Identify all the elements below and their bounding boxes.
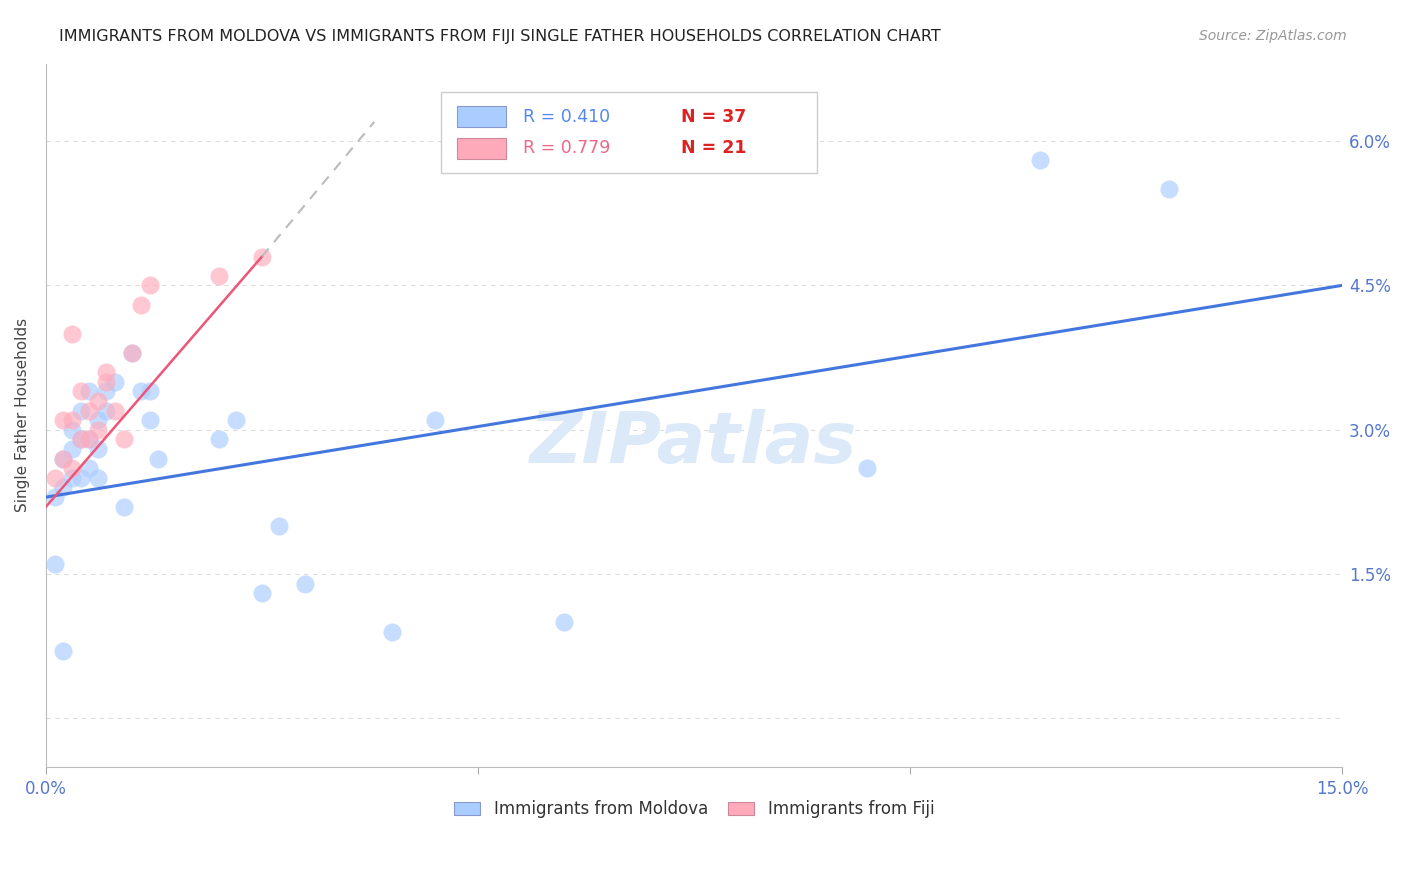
Bar [457,138,506,159]
Point [129,384,152,399]
Point [87,442,110,456]
Point [138,384,160,399]
Point [104,403,127,417]
FancyBboxPatch shape [441,92,817,173]
Bar [457,106,506,128]
Legend: Immigrants from Moldova, Immigrants from Fiji: Immigrants from Moldova, Immigrants from… [447,794,941,825]
Point [60,442,83,456]
Point [423,413,446,427]
Point [77,433,100,447]
Point [121,345,143,359]
Point [250,586,273,600]
Point [856,461,879,475]
Point [44,471,66,485]
Point [44,558,66,572]
Text: R = 0.410: R = 0.410 [523,108,610,126]
Point [1028,153,1050,168]
Point [104,375,127,389]
Point [96,375,118,389]
Point [87,471,110,485]
Point [1159,182,1181,196]
Point [69,433,91,447]
Point [60,423,83,437]
Point [69,403,91,417]
Point [121,345,143,359]
Point [269,519,291,533]
Point [60,461,83,475]
Point [44,490,66,504]
Point [96,403,118,417]
Point [112,500,135,514]
Point [77,384,100,399]
Point [381,624,404,639]
Point [294,576,316,591]
Point [52,451,75,466]
Point [52,481,75,495]
Text: N = 37: N = 37 [681,108,747,126]
Point [138,278,160,293]
Point [208,268,231,283]
Point [138,413,160,427]
Point [77,403,100,417]
Point [96,365,118,379]
Point [77,461,100,475]
Point [112,433,135,447]
Point [69,384,91,399]
Text: IMMIGRANTS FROM MOLDOVA VS IMMIGRANTS FROM FIJI SINGLE FATHER HOUSEHOLDS CORRELA: IMMIGRANTS FROM MOLDOVA VS IMMIGRANTS FR… [59,29,941,44]
Point [52,413,75,427]
Point [60,471,83,485]
Point [52,451,75,466]
Point [208,433,231,447]
Y-axis label: Single Father Households: Single Father Households [15,318,30,512]
Point [225,413,247,427]
Point [250,250,273,264]
Text: Source: ZipAtlas.com: Source: ZipAtlas.com [1199,29,1347,43]
Point [87,413,110,427]
Text: N = 21: N = 21 [681,139,747,157]
Point [69,433,91,447]
Text: R = 0.779: R = 0.779 [523,139,610,157]
Point [77,433,100,447]
Point [553,615,575,630]
Point [96,384,118,399]
Point [52,644,75,658]
Point [60,413,83,427]
Point [69,471,91,485]
Point [148,451,170,466]
Point [60,326,83,341]
Point [87,393,110,408]
Point [87,423,110,437]
Point [129,298,152,312]
Text: ZIPatlas: ZIPatlas [530,409,858,478]
